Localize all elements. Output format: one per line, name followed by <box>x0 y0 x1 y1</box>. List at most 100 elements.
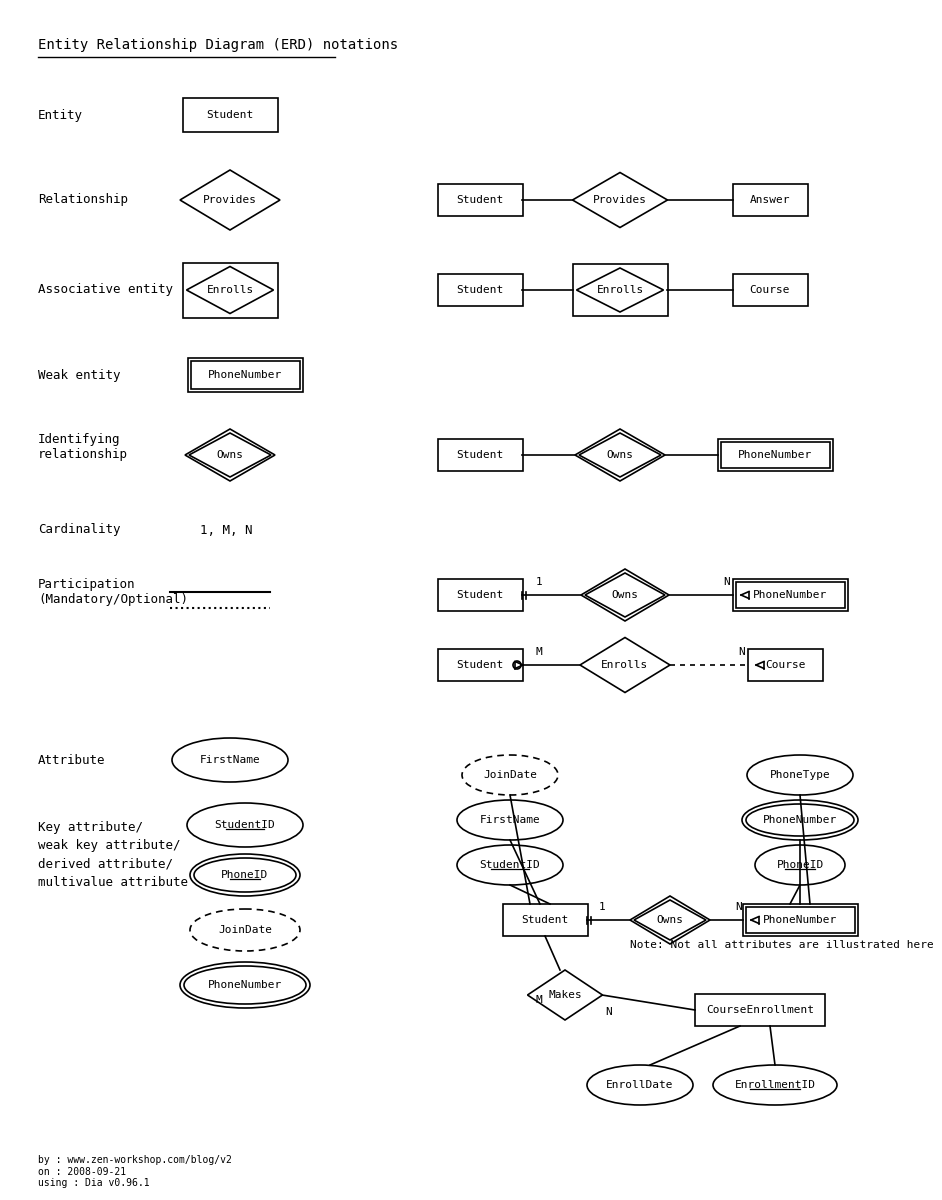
Text: Student: Student <box>456 194 504 205</box>
Text: FirstName: FirstName <box>200 755 260 766</box>
Ellipse shape <box>457 800 563 840</box>
Text: by : www.zen-workshop.com/blog/v2
on : 2008-09-21
using : Dia v0.96.1: by : www.zen-workshop.com/blog/v2 on : 2… <box>38 1154 232 1188</box>
Text: M: M <box>535 995 542 1006</box>
Text: Answer: Answer <box>750 194 790 205</box>
Text: Associative entity: Associative entity <box>38 283 173 296</box>
Circle shape <box>513 661 521 670</box>
Ellipse shape <box>462 755 558 794</box>
Ellipse shape <box>172 738 288 782</box>
Ellipse shape <box>746 804 854 836</box>
Bar <box>437 578 523 611</box>
Polygon shape <box>580 637 670 692</box>
Text: JoinDate: JoinDate <box>483 770 537 780</box>
Polygon shape <box>185 428 275 481</box>
Bar <box>502 904 588 936</box>
Bar <box>742 904 857 936</box>
Bar <box>733 274 807 306</box>
Ellipse shape <box>742 800 858 840</box>
Ellipse shape <box>587 1066 693 1105</box>
Polygon shape <box>581 569 669 622</box>
Text: Participation
(Mandatory/Optional): Participation (Mandatory/Optional) <box>38 578 188 606</box>
Polygon shape <box>180 170 280 230</box>
Text: Weak entity: Weak entity <box>38 368 121 382</box>
Bar <box>721 442 830 468</box>
Bar <box>733 184 807 216</box>
Text: N: N <box>723 577 730 587</box>
Text: Enrolls: Enrolls <box>596 284 643 295</box>
Polygon shape <box>577 268 663 312</box>
Text: Identifying
relationship: Identifying relationship <box>38 433 128 461</box>
Polygon shape <box>573 173 668 228</box>
Ellipse shape <box>190 910 300 950</box>
Text: 1: 1 <box>536 577 543 587</box>
Text: PhoneNumber: PhoneNumber <box>763 914 837 925</box>
Bar <box>573 264 668 316</box>
Polygon shape <box>630 896 710 944</box>
Text: PhoneNumber: PhoneNumber <box>763 815 837 826</box>
Text: PhoneNumber: PhoneNumber <box>208 370 282 380</box>
Text: Enrolls: Enrolls <box>206 284 253 295</box>
Text: PhoneID: PhoneID <box>776 860 823 870</box>
Text: Course: Course <box>750 284 790 295</box>
Text: Owns: Owns <box>607 450 634 460</box>
Text: Student: Student <box>456 590 504 600</box>
Text: M: M <box>536 647 543 658</box>
Text: Entity Relationship Diagram (ERD) notations: Entity Relationship Diagram (ERD) notati… <box>38 38 398 52</box>
Bar <box>183 263 278 318</box>
Text: Note: Not all attributes are illustrated here: Note: Not all attributes are illustrated… <box>630 940 934 950</box>
Bar <box>183 98 278 132</box>
Bar <box>718 439 833 470</box>
Bar <box>437 439 523 470</box>
Text: PhoneNumber: PhoneNumber <box>753 590 827 600</box>
Text: Student: Student <box>521 914 569 925</box>
Polygon shape <box>579 433 661 476</box>
Ellipse shape <box>755 845 845 886</box>
Ellipse shape <box>180 962 310 1008</box>
Text: Student: Student <box>456 450 504 460</box>
Bar <box>736 582 844 608</box>
Text: Makes: Makes <box>548 990 582 1000</box>
Text: Enrolls: Enrolls <box>601 660 649 670</box>
Polygon shape <box>585 572 665 617</box>
Bar <box>437 274 523 306</box>
Bar <box>745 907 854 934</box>
Polygon shape <box>189 433 271 476</box>
Text: EnrollDate: EnrollDate <box>607 1080 674 1090</box>
Text: CourseEnrollment: CourseEnrollment <box>706 1006 814 1015</box>
Text: Student: Student <box>456 284 504 295</box>
Bar <box>748 649 822 680</box>
Text: PhoneType: PhoneType <box>770 770 831 780</box>
Text: JoinDate: JoinDate <box>218 925 272 935</box>
Text: Provides: Provides <box>593 194 647 205</box>
Polygon shape <box>634 900 706 940</box>
Text: Relationship: Relationship <box>38 193 128 206</box>
Text: Owns: Owns <box>217 450 243 460</box>
Ellipse shape <box>457 845 563 886</box>
Text: Owns: Owns <box>657 914 684 925</box>
Ellipse shape <box>194 858 296 892</box>
Text: Provides: Provides <box>203 194 257 205</box>
Ellipse shape <box>190 854 300 896</box>
Text: Cardinality: Cardinality <box>38 523 121 536</box>
Bar <box>733 578 848 611</box>
Text: N: N <box>738 647 745 658</box>
Text: Student: Student <box>456 660 504 670</box>
Text: PhoneID: PhoneID <box>221 870 268 880</box>
Bar <box>190 361 300 389</box>
Text: Entity: Entity <box>38 108 83 121</box>
Text: 1, M, N: 1, M, N <box>200 523 252 536</box>
Text: PhoneNumber: PhoneNumber <box>208 980 282 990</box>
Ellipse shape <box>184 966 306 1004</box>
Bar <box>437 184 523 216</box>
Text: FirstName: FirstName <box>479 815 541 826</box>
Ellipse shape <box>747 755 853 794</box>
Text: N: N <box>735 902 741 912</box>
Text: Key attribute/
weak key attribute/
derived attribute/
multivalue attribute: Key attribute/ weak key attribute/ deriv… <box>38 822 188 888</box>
Ellipse shape <box>713 1066 837 1105</box>
Polygon shape <box>528 970 603 1020</box>
Polygon shape <box>575 428 665 481</box>
Ellipse shape <box>187 803 303 847</box>
Text: StudentID: StudentID <box>215 820 275 830</box>
Text: Owns: Owns <box>611 590 639 600</box>
Text: PhoneNumber: PhoneNumber <box>738 450 812 460</box>
